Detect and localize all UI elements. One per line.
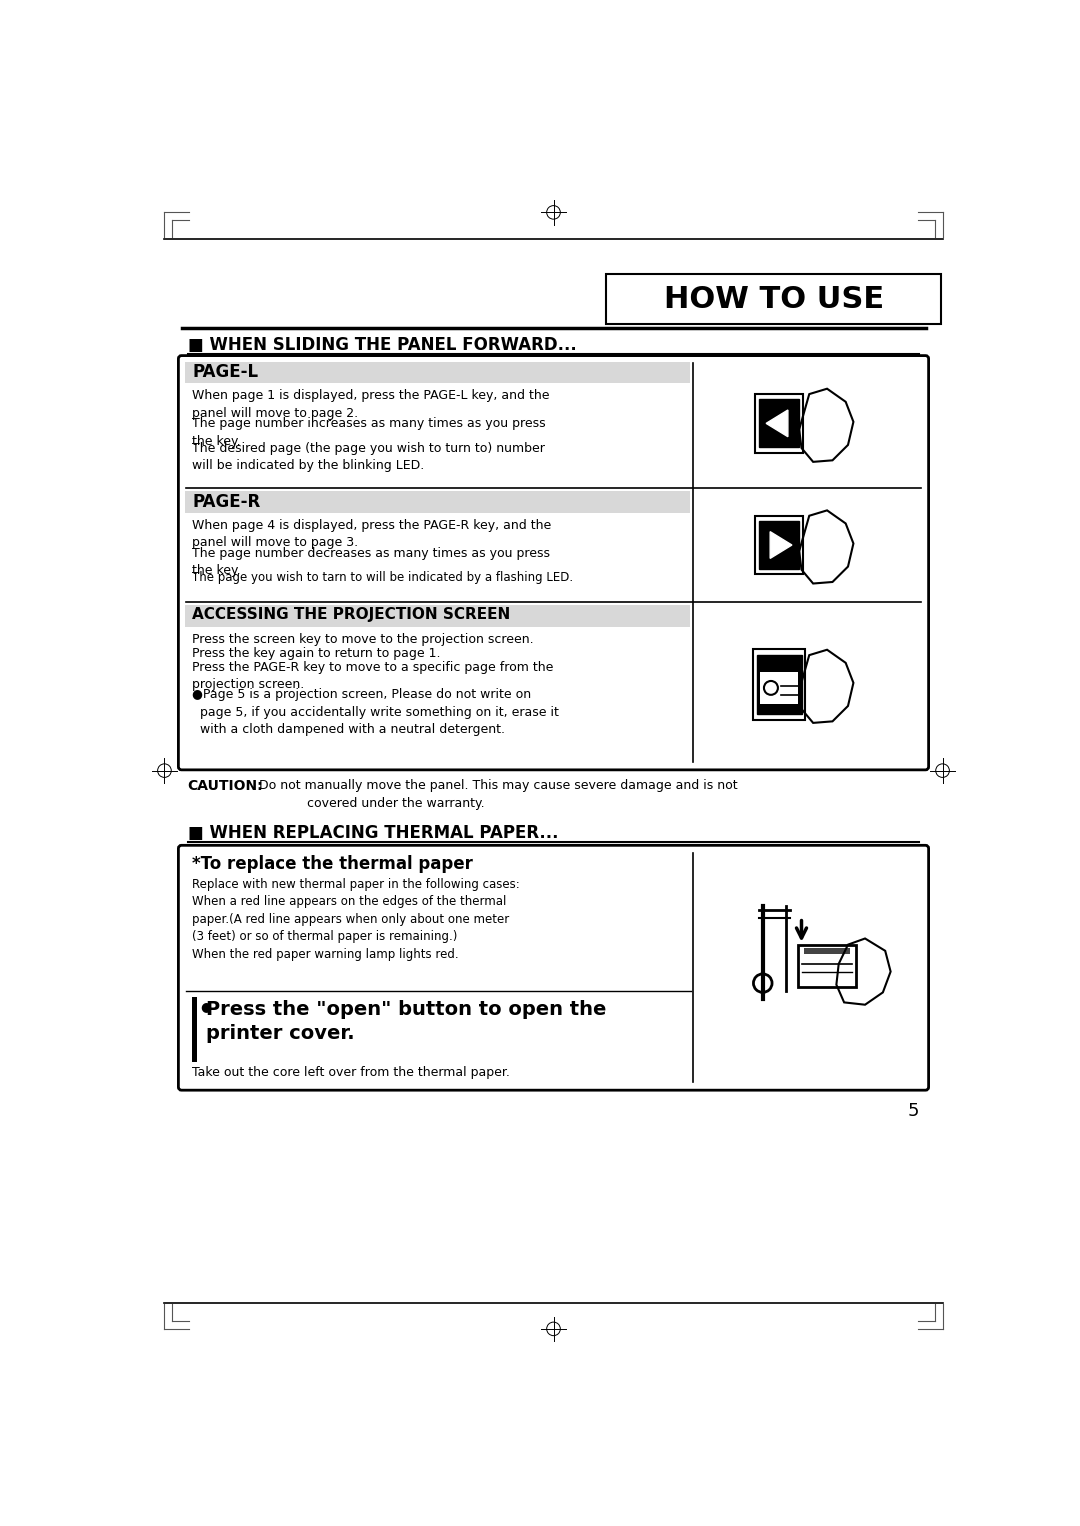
Bar <box>753 649 806 720</box>
Polygon shape <box>770 531 792 559</box>
Text: When page 1 is displayed, press the PAGE-L key, and the
panel will move to page : When page 1 is displayed, press the PAGE… <box>192 389 550 420</box>
Text: *To replace the thermal paper: *To replace the thermal paper <box>192 855 473 873</box>
Text: HOW TO USE: HOW TO USE <box>663 284 883 313</box>
Bar <box>798 945 855 987</box>
Text: ■ WHEN REPLACING THERMAL PAPER...: ■ WHEN REPLACING THERMAL PAPER... <box>188 824 558 842</box>
Polygon shape <box>766 410 788 436</box>
Bar <box>804 948 850 954</box>
Text: The page you wish to tarn to will be indicated by a flashing LED.: The page you wish to tarn to will be ind… <box>192 571 573 584</box>
Bar <box>755 516 804 574</box>
Text: Press the PAGE-R key to move to a specific page from the
projection screen.: Press the PAGE-R key to move to a specif… <box>192 661 554 691</box>
FancyBboxPatch shape <box>178 356 929 769</box>
Text: Do not manually move the panel. This may cause severe damage and is not
        : Do not manually move the panel. This may… <box>259 780 738 810</box>
Bar <box>757 655 801 714</box>
Bar <box>185 362 690 383</box>
Text: Press the key again to return to page 1.: Press the key again to return to page 1. <box>192 647 441 659</box>
Bar <box>759 400 799 447</box>
Text: The page number increases as many times as you press
the key.: The page number increases as many times … <box>192 417 546 447</box>
FancyBboxPatch shape <box>178 845 929 1090</box>
Text: When page 4 is displayed, press the PAGE-R key, and the
panel will move to page : When page 4 is displayed, press the PAGE… <box>192 519 552 549</box>
Bar <box>192 996 197 1062</box>
Text: Take out the core left over from the thermal paper.: Take out the core left over from the the… <box>192 1065 510 1079</box>
Text: Press the screen key to move to the projection screen.: Press the screen key to move to the proj… <box>192 633 534 645</box>
Text: Press the "open" button to open the
printer cover.: Press the "open" button to open the prin… <box>206 1000 607 1044</box>
Text: 5: 5 <box>908 1102 919 1120</box>
Bar <box>185 491 690 513</box>
Text: The page number decreases as many times as you press
the key.: The page number decreases as many times … <box>192 546 551 577</box>
Text: Replace with new thermal paper in the following cases:
When a red line appears o: Replace with new thermal paper in the fo… <box>192 877 521 961</box>
Bar <box>606 275 941 324</box>
Text: PAGE-R: PAGE-R <box>192 493 260 511</box>
Text: ●: ● <box>200 1000 211 1013</box>
Text: CAUTION:: CAUTION: <box>188 780 264 794</box>
Bar <box>185 606 690 627</box>
Text: ■ WHEN SLIDING THE PANEL FORWARD...: ■ WHEN SLIDING THE PANEL FORWARD... <box>188 336 577 354</box>
Text: PAGE-L: PAGE-L <box>192 363 258 382</box>
Bar <box>759 522 799 569</box>
Text: ACCESSING THE PROJECTION SCREEN: ACCESSING THE PROJECTION SCREEN <box>192 607 511 621</box>
Text: The desired page (the page you wish to turn to) number
will be indicated by the : The desired page (the page you wish to t… <box>192 443 545 473</box>
Text: ●Page 5 is a projection screen, Please do not write on
  page 5, if you accident: ●Page 5 is a projection screen, Please d… <box>192 688 559 736</box>
Bar <box>755 394 804 453</box>
Bar <box>760 671 798 705</box>
